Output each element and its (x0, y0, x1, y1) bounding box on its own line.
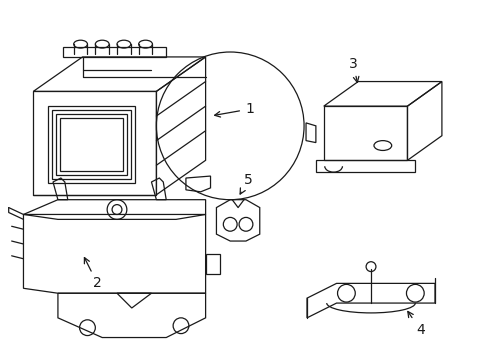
Text: 1: 1 (214, 102, 253, 117)
Text: 2: 2 (84, 257, 102, 291)
Text: 3: 3 (348, 57, 358, 82)
Text: 5: 5 (240, 173, 252, 194)
Text: 4: 4 (407, 311, 424, 337)
